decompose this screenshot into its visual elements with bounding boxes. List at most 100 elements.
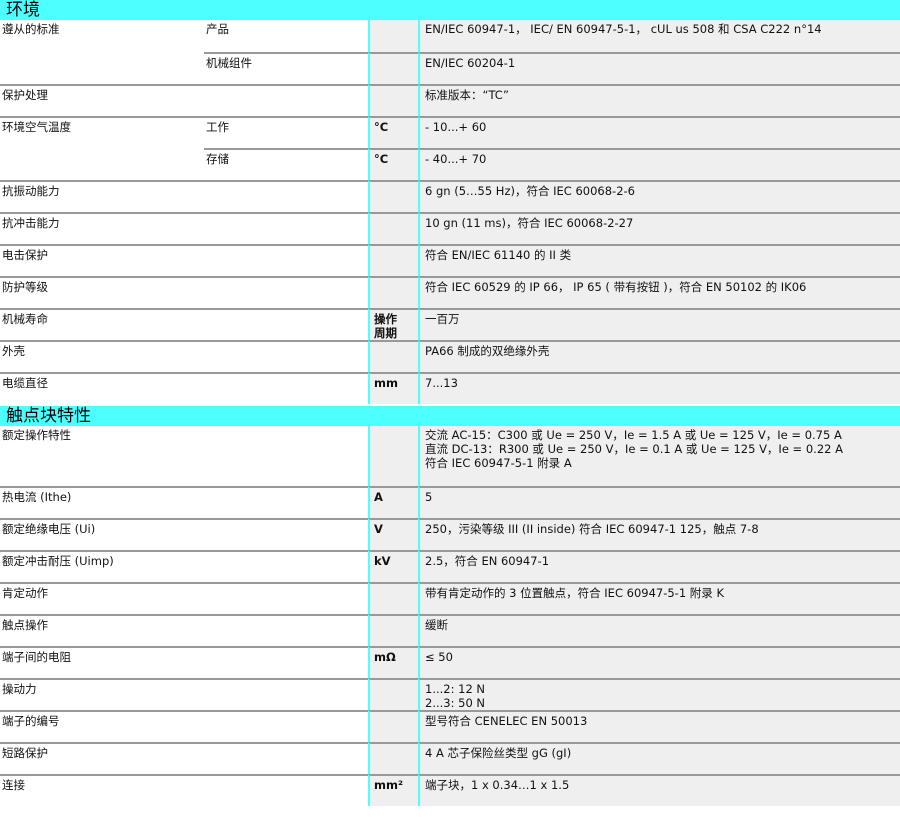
spec-label: 操动力 [0,678,204,710]
spec-unit [368,678,418,710]
spec-sublabel: 机械组件 [204,52,368,84]
spec-value: EN/IEC 60204-1 [418,52,900,84]
spec-unit [368,742,418,774]
table-row: 抗冲击能力 10 gn (11 ms)，符合 IEC 60068-2-27 [0,212,900,244]
spec-value: 标准版本：“TC” [418,84,900,116]
spec-unit [368,180,418,212]
spec-label: 端子的编号 [0,710,204,742]
table-row: 保护处理 标准版本：“TC” [0,84,900,116]
table-row: 端子的编号 型号符合 CENELEC EN 50013 [0,710,900,742]
spec-section: 环境 遵从的标准 产品 EN/IEC 60947-1， IEC/ EN 60947-5… [0,0,900,404]
spec-value: 2.5，符合 EN 60947-1 [418,550,900,582]
spec-sublabel [204,340,368,372]
table-row: 操动力 1...2: 12 N 2...3: 50 N [0,678,900,710]
table-row: 防护等级 符合 IEC 60529 的 IP 66， IP 65 ( 带有按钮 )… [0,276,900,308]
spec-section: 触点块特性 额定操作特性 交流 AC-15：C300 或 Ue = 250 V，Ie… [0,406,900,806]
spec-value: ≤ 50 [418,646,900,678]
table-row: 存储 °C - 40...+ 70 [0,148,900,180]
spec-unit: °C [368,148,418,180]
table-row: 电缆直径 mm 7...13 [0,372,900,404]
spec-value: 4 A 芯子保险丝类型 gG (gI) [418,742,900,774]
table-row: 端子间的电阻 mΩ ≤ 50 [0,646,900,678]
spec-sublabel [204,518,368,550]
spec-sublabel [204,180,368,212]
spec-unit: mm [368,372,418,404]
spec-label [0,148,204,180]
spec-value: 5 [418,486,900,518]
spec-sublabel: 产品 [204,20,368,52]
spec-value: 6 gn (5…55 Hz)，符合 IEC 60068-2-6 [418,180,900,212]
spec-value: 缓断 [418,614,900,646]
table-row: 环境空气温度 工作 °C - 10...+ 60 [0,116,900,148]
spec-unit: 操作 周期 [368,308,418,340]
section-title: 环境 [0,0,900,20]
spec-unit [368,244,418,276]
spec-value: PA66 制成的双绝缘外壳 [418,340,900,372]
table-row: 额定操作特性 交流 AC-15：C300 或 Ue = 250 V，Ie = 1.… [0,426,900,486]
section-title: 触点块特性 [0,406,900,426]
table-row: 额定冲击耐压 (Uimp) kV 2.5，符合 EN 60947-1 [0,550,900,582]
spec-unit [368,212,418,244]
spec-sublabel [204,614,368,646]
spec-label [0,52,204,84]
spec-label: 肯定动作 [0,582,204,614]
spec-value: 交流 AC-15：C300 或 Ue = 250 V，Ie = 1.5 A 或 … [418,426,900,486]
spec-unit [368,20,418,52]
spec-sublabel [204,582,368,614]
spec-label: 端子间的电阻 [0,646,204,678]
spec-value: 7...13 [418,372,900,404]
spec-label: 电缆直径 [0,372,204,404]
spec-unit [368,582,418,614]
spec-sublabel [204,742,368,774]
spec-sublabel [204,372,368,404]
spec-sublabel [204,426,368,486]
table-row: 机械组件 EN/IEC 60204-1 [0,52,900,84]
spec-sublabel [204,678,368,710]
spec-label: 防护等级 [0,276,204,308]
spec-label: 短路保护 [0,742,204,774]
table-row: 连接 mm² 端子块，1 x 0.34…1 x 1.5 [0,774,900,806]
spec-value: 端子块，1 x 0.34…1 x 1.5 [418,774,900,806]
spec-value: 1...2: 12 N 2...3: 50 N [418,678,900,710]
spec-sublabel [204,774,368,806]
spec-unit: mΩ [368,646,418,678]
spec-value: EN/IEC 60947-1， IEC/ EN 60947-5-1， cUL u… [418,20,900,52]
spec-label: 热电流 (Ithe) [0,486,204,518]
table-row: 短路保护 4 A 芯子保险丝类型 gG (gI) [0,742,900,774]
spec-sublabel [204,550,368,582]
spec-sublabel [204,646,368,678]
spec-document: 环境 遵从的标准 产品 EN/IEC 60947-1， IEC/ EN 60947-5… [0,0,900,806]
spec-unit [368,614,418,646]
spec-value: - 40...+ 70 [418,148,900,180]
spec-unit: V [368,518,418,550]
spec-sublabel [204,710,368,742]
spec-value: 250，污染等级 III (II inside) 符合 IEC 60947-1 … [418,518,900,550]
spec-unit [368,276,418,308]
spec-label: 电击保护 [0,244,204,276]
spec-unit [368,340,418,372]
table-row: 额定绝缘电压 (Ui) V 250，污染等级 III (II inside) 符合 … [0,518,900,550]
spec-sublabel: 工作 [204,116,368,148]
spec-sublabel: 存储 [204,148,368,180]
table-row: 热电流 (Ithe) A 5 [0,486,900,518]
spec-sublabel [204,212,368,244]
table-row: 外壳 PA66 制成的双绝缘外壳 [0,340,900,372]
spec-label: 额定操作特性 [0,426,204,486]
spec-value: - 10...+ 60 [418,116,900,148]
spec-value: 符合 EN/IEC 61140 的 II 类 [418,244,900,276]
table-row: 抗振动能力 6 gn (5…55 Hz)，符合 IEC 60068-2-6 [0,180,900,212]
spec-unit: kV [368,550,418,582]
table-row: 机械寿命 操作 周期 一百万 [0,308,900,340]
spec-label: 抗振动能力 [0,180,204,212]
table-row: 遵从的标准 产品 EN/IEC 60947-1， IEC/ EN 60947-5-1… [0,20,900,52]
spec-unit [368,52,418,84]
spec-unit [368,710,418,742]
spec-unit: mm² [368,774,418,806]
spec-unit [368,426,418,486]
spec-unit [368,84,418,116]
spec-label: 外壳 [0,340,204,372]
spec-value: 一百万 [418,308,900,340]
spec-label: 遵从的标准 [0,20,204,52]
table-row: 触点操作 缓断 [0,614,900,646]
spec-label: 机械寿命 [0,308,204,340]
